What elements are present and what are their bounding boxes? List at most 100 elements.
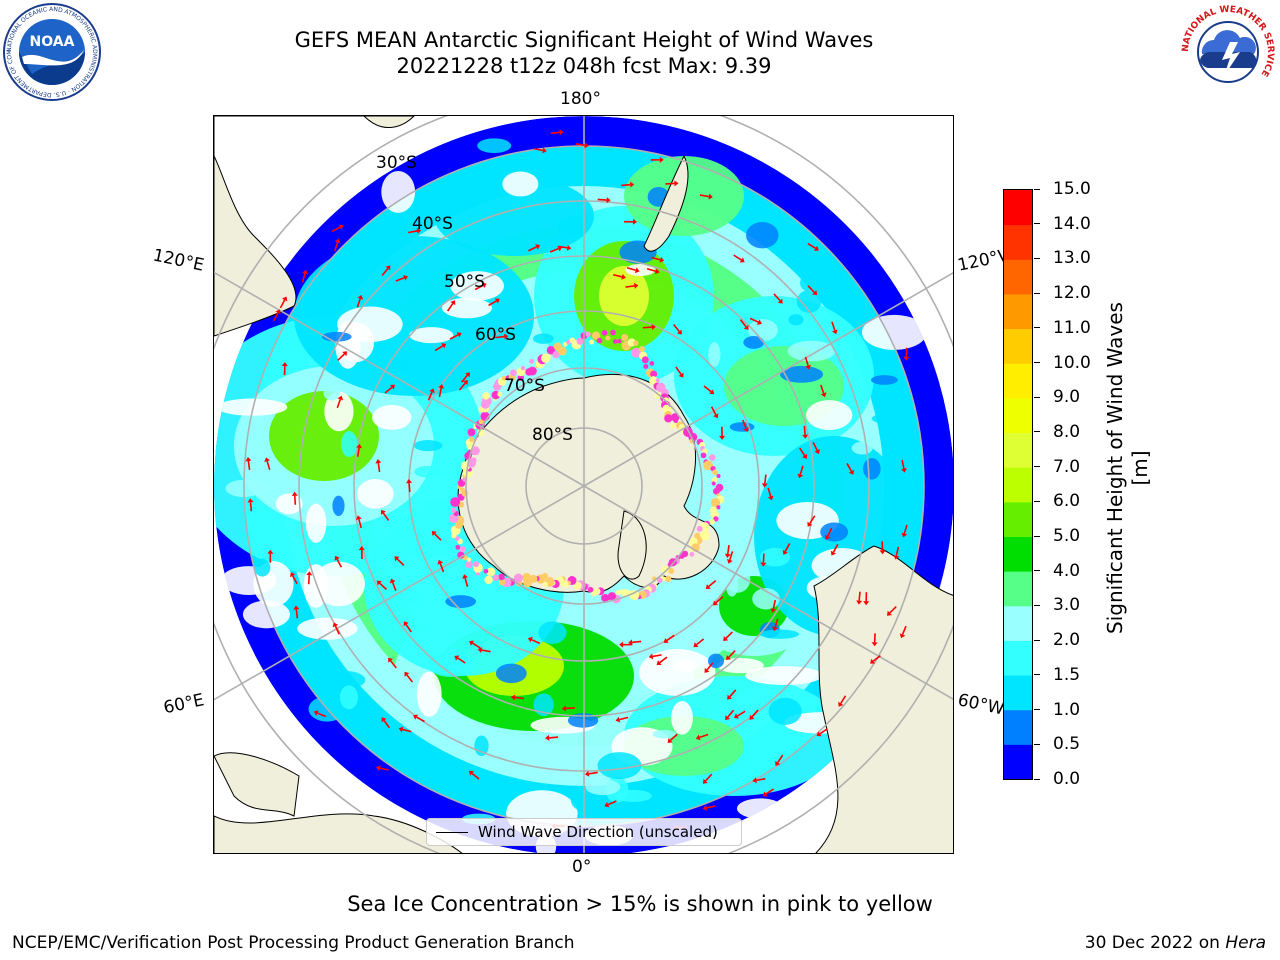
wind-wave-arrow <box>613 273 626 280</box>
no-data-patch <box>356 479 394 509</box>
arrow-head <box>648 653 654 660</box>
arrow-shaft <box>699 733 709 739</box>
arrow-shaft <box>379 582 387 590</box>
lat-label-70s: 70°S <box>504 376 545 396</box>
arrow-head <box>441 343 447 349</box>
arrow-shaft <box>279 299 286 309</box>
wave-height-cell <box>570 789 592 811</box>
arrow-shaft <box>803 425 806 435</box>
wind-wave-arrow <box>863 592 870 606</box>
lat-label-60s: 60°S <box>475 325 516 345</box>
nws-logo: NATIONAL WEATHER SERVICE <box>1178 2 1278 102</box>
legend-text: Wind Wave Direction (unscaled) <box>478 823 718 841</box>
wind-wave-arrow <box>337 351 348 361</box>
arrow-head <box>615 716 621 723</box>
arrow-head <box>313 710 319 716</box>
wind-wave-arrow <box>332 622 340 635</box>
sea-ice-cell <box>629 590 640 601</box>
wind-wave-arrow <box>650 156 664 163</box>
corner-land <box>214 116 953 853</box>
arrow-shaft <box>807 242 816 250</box>
wind-wave-arrow <box>264 457 271 471</box>
arrow-head <box>651 324 656 331</box>
arrow-shaft <box>767 487 772 497</box>
sea-ice-cell <box>585 331 591 337</box>
wind-wave-arrow <box>279 296 288 309</box>
wave-height-cell <box>870 375 898 385</box>
arrow-shaft <box>901 625 907 635</box>
arrow-shaft <box>736 710 746 717</box>
arrow-shaft <box>820 384 825 394</box>
australia-land <box>214 116 415 337</box>
sea-ice-cell <box>709 454 716 461</box>
arrow-shaft <box>295 609 299 619</box>
arrow-head <box>726 655 731 660</box>
wave-height-cell <box>759 629 800 639</box>
wind-wave-arrow <box>301 269 308 283</box>
sea-ice-cell <box>654 392 662 399</box>
sea-ice-cell <box>471 457 477 463</box>
arrow-shaft <box>756 778 766 782</box>
arrow-head <box>702 778 708 784</box>
arrow-head <box>334 238 341 244</box>
arrow-shaft <box>742 419 747 429</box>
arrow-head <box>389 384 395 390</box>
sea-ice-cell <box>700 530 710 541</box>
arrow-head <box>830 550 837 556</box>
wind-wave-arrow <box>458 379 468 391</box>
no-data-patch <box>305 503 327 543</box>
wind-wave-arrow <box>447 300 456 312</box>
arrow-head <box>394 556 400 562</box>
sea-ice-cell <box>716 505 721 510</box>
arrow-shaft <box>405 624 412 633</box>
wave-height-cell <box>533 693 554 717</box>
wind-wave-arrow <box>375 459 382 473</box>
wind-wave-arrow <box>770 599 777 613</box>
wave-height-cell <box>652 729 677 739</box>
wind-wave-arrow <box>550 129 564 136</box>
arrow-shaft <box>575 143 585 147</box>
arrow-shaft <box>293 495 297 505</box>
colorbar-swatch <box>1004 190 1032 226</box>
sea-ice-cell <box>631 347 642 358</box>
arrow-head <box>606 197 611 204</box>
wave-height-cell <box>599 266 649 326</box>
arrow-head <box>654 268 660 275</box>
sea-ice-cell <box>587 586 594 593</box>
wind-wave-arrow <box>871 633 878 647</box>
arrow-head <box>708 193 713 200</box>
wave-height-cell <box>323 384 340 401</box>
arrow-shaft <box>784 543 791 552</box>
wind-wave-arrow <box>431 531 442 541</box>
wind-wave-arrow <box>799 447 808 459</box>
arrow-shaft <box>588 771 598 775</box>
no-data-patch <box>275 493 303 515</box>
wind-wave-arrow <box>381 265 391 276</box>
sea-ice-cell <box>501 376 507 381</box>
sea-ice-cell <box>517 374 525 381</box>
arrow-head <box>469 640 475 646</box>
colorbar-swatch <box>1004 397 1032 434</box>
arrow-head <box>566 244 572 251</box>
arrow-shaft <box>317 712 327 718</box>
arrow-shaft <box>549 736 559 739</box>
sea-ice-cell <box>529 358 535 364</box>
wind-wave-arrow <box>761 474 768 488</box>
wind-wave-arrow <box>558 244 572 251</box>
arrow-head <box>725 715 731 721</box>
no-data-patch <box>716 657 764 674</box>
arrow-shaft <box>703 385 712 393</box>
wave-height-cell <box>768 697 802 725</box>
arrow-shaft <box>739 319 747 328</box>
colorbar-swatch <box>1004 536 1032 572</box>
arrow-head <box>290 572 296 578</box>
no-data-patch <box>671 701 693 735</box>
wind-wave-arrow <box>624 218 638 225</box>
arrow-shaft <box>381 267 389 276</box>
wind-wave-arrow <box>749 709 759 720</box>
arrow-head <box>702 804 708 811</box>
arrow-shaft <box>826 527 833 537</box>
arrow-shaft <box>809 515 816 524</box>
arrow-shaft <box>726 544 730 555</box>
arrow-shaft <box>408 230 418 234</box>
